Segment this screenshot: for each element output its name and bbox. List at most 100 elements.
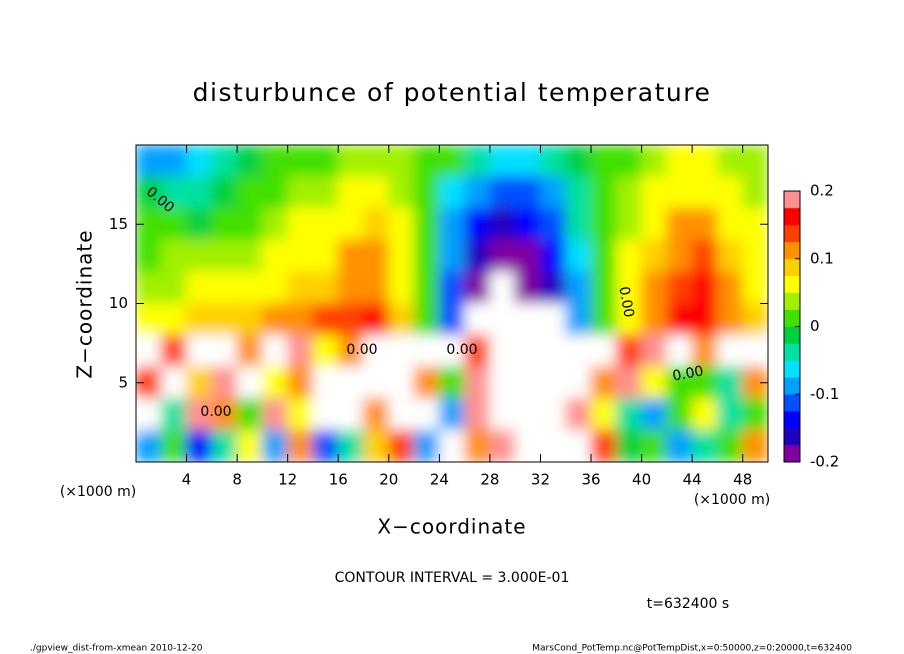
field-cell (186, 366, 213, 400)
field-cell (211, 429, 238, 462)
field-cell (489, 207, 516, 241)
field-cell (716, 334, 744, 368)
field-cell (363, 429, 390, 462)
field-cell (413, 145, 440, 178)
colorbar-band (784, 309, 800, 327)
field-cell (615, 429, 643, 462)
field-cell (438, 334, 466, 368)
field-cell (388, 398, 415, 431)
field-cell (716, 398, 744, 431)
field-cell (236, 429, 263, 462)
field-cell (363, 334, 390, 368)
field-cell (514, 366, 541, 400)
field-cell (590, 303, 617, 336)
field-cell (160, 398, 188, 431)
field-cell (514, 398, 541, 431)
field-cell (716, 303, 744, 336)
field-cell (363, 366, 390, 400)
field-cell (666, 145, 693, 178)
field-cell (641, 303, 668, 336)
field-cell (438, 207, 466, 241)
field-cell (691, 398, 718, 431)
field-cell (388, 207, 415, 241)
field-cell (464, 239, 491, 273)
contour-label: 0.00 (200, 404, 231, 420)
field-cell (186, 207, 213, 241)
field-cell (742, 145, 768, 178)
field-cell (261, 398, 289, 431)
field-cell (691, 176, 718, 209)
field-cell (438, 176, 466, 209)
field-cell (590, 366, 617, 400)
field-cell (514, 145, 541, 178)
field-cell (186, 239, 213, 273)
field-cell (464, 334, 491, 368)
field-cell (666, 334, 693, 368)
field-cell (539, 145, 567, 178)
field-cell (261, 176, 289, 209)
field-cell (691, 145, 718, 178)
field-cell (615, 145, 643, 178)
field-cell (136, 334, 162, 368)
x-tick-label: 20 (379, 471, 398, 489)
field-cell (539, 398, 567, 431)
field-cell (615, 366, 643, 400)
colorbar-band (784, 445, 800, 463)
field-cell (211, 145, 238, 178)
field-cell (287, 239, 314, 273)
field-cell (464, 398, 491, 431)
field-cell (641, 398, 668, 431)
field-cell (388, 271, 415, 304)
field-cell (590, 145, 617, 178)
field-cell (312, 145, 339, 178)
y-tick-label: 15 (109, 215, 128, 233)
field-cell (211, 207, 238, 241)
field-cell (388, 366, 415, 400)
colorbar-tick-label: -0.2 (810, 453, 839, 471)
field-cell (287, 176, 314, 209)
field-cell (211, 271, 238, 304)
field-cell (590, 176, 617, 209)
field-cell (489, 303, 516, 336)
field-cell (489, 239, 516, 273)
field-cell (236, 145, 263, 178)
field-cell (641, 145, 668, 178)
field-cell (160, 303, 188, 336)
field-cell (742, 334, 768, 368)
field-cell (464, 366, 491, 400)
field-cell (590, 429, 617, 462)
field-cell (464, 145, 491, 178)
field-cell (615, 207, 643, 241)
field-cell (716, 207, 744, 241)
contour-label: 0.00 (615, 285, 636, 318)
colorbar-band (784, 377, 800, 395)
field-cell (742, 271, 768, 304)
field-cell (413, 239, 440, 273)
x-tick-label: 48 (733, 471, 752, 489)
field-cell (236, 398, 263, 431)
field-cell (236, 207, 263, 241)
field-cell (363, 239, 390, 273)
field-cell (539, 207, 567, 241)
field-cell (211, 176, 238, 209)
field-cell (489, 334, 516, 368)
field-cell (590, 334, 617, 368)
colorbar-band (784, 275, 800, 293)
field-cell (539, 271, 567, 304)
contour-label: 0.00 (671, 363, 704, 384)
chart-title: disturbunce of potential temperature (193, 78, 712, 107)
field-cell (615, 271, 643, 304)
colorbar-band (784, 411, 800, 429)
field-cell (514, 334, 541, 368)
field-cell (388, 239, 415, 273)
colorbar-band (784, 258, 800, 276)
field-cell (413, 366, 440, 400)
footer-left: ./gpview_dist-from-xmean 2010-12-20 (30, 644, 203, 654)
colorbar-band (784, 292, 800, 310)
field-cell (615, 303, 643, 336)
field-cell (514, 303, 541, 336)
field-cell (312, 398, 339, 431)
field-cell (186, 398, 213, 431)
field-cell (539, 176, 567, 209)
field-cell (363, 271, 390, 304)
